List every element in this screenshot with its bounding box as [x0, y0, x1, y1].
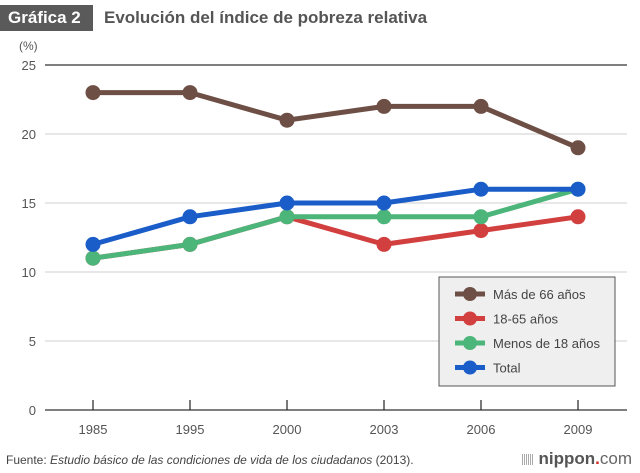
y-axis-ticks: 0 5 10 15 20 25 [22, 58, 36, 418]
series-3 [85, 181, 586, 252]
legend-swatch-marker [463, 287, 477, 301]
legend-label: Total [493, 361, 521, 376]
legend-item: Más de 66 años [455, 287, 586, 302]
y-axis-unit-label: (%) [19, 39, 38, 53]
brand-name: nippon [538, 449, 596, 468]
data-point [473, 98, 489, 114]
data-point [279, 209, 295, 225]
data-point [182, 209, 198, 225]
brand-dot: . [595, 449, 600, 468]
data-point [279, 112, 295, 128]
y-tick-label: 0 [29, 403, 36, 418]
data-point [570, 209, 586, 225]
y-tick-label: 25 [22, 58, 36, 73]
brand-bars-icon [522, 454, 535, 466]
legend-item: 18-65 años [455, 311, 559, 327]
x-tick-label: 2009 [564, 422, 593, 437]
legend-label: 18-65 años [493, 312, 559, 327]
data-point [376, 195, 392, 211]
data-point [376, 98, 392, 114]
brand-tld: com [599, 449, 632, 468]
legend-item: Menos de 18 años [455, 336, 600, 351]
x-tick-label: 2003 [370, 422, 399, 437]
x-tick-label: 2006 [467, 422, 496, 437]
y-tick-label: 20 [22, 127, 36, 142]
chart-title: Evolución del índice de pobreza relativa [104, 8, 428, 27]
source-suffix: (2013). [372, 453, 414, 467]
legend-swatch-marker [463, 311, 477, 326]
legend: Más de 66 años 18-65 años Menos de 18 años… [438, 276, 616, 387]
data-point [473, 209, 489, 225]
series-0 [85, 85, 586, 156]
series-group [85, 85, 586, 266]
series-line [92, 186, 579, 261]
legend-label: Menos de 18 años [493, 336, 600, 351]
source-title: Estudio básico de las condiciones de vid… [50, 453, 373, 467]
data-point [473, 181, 489, 197]
series-line [92, 186, 578, 247]
x-tick-label: 2000 [273, 422, 302, 437]
data-point [279, 195, 295, 211]
chart-number-badge: Gráfica 2 [0, 5, 93, 31]
data-point [85, 250, 101, 266]
data-point [182, 236, 198, 252]
y-tick-label: 10 [22, 265, 36, 280]
data-point [85, 85, 101, 101]
legend-item: Total [455, 360, 521, 376]
brand-logo: nippon.com [522, 449, 632, 469]
x-tick-label: 1995 [176, 422, 205, 437]
data-point [85, 236, 101, 252]
data-point [473, 223, 489, 239]
data-point [570, 140, 586, 156]
data-point [570, 181, 586, 197]
data-point [376, 236, 392, 252]
data-point [182, 85, 198, 101]
source-prefix: Fuente: [6, 453, 51, 467]
data-point [376, 209, 392, 225]
y-tick-label: 5 [29, 334, 36, 349]
x-tick-label: 1985 [79, 422, 108, 437]
series-line [93, 90, 579, 151]
legend-label: Más de 66 años [493, 287, 586, 302]
legend-swatch-marker [463, 360, 477, 375]
legend-swatch-marker [463, 336, 477, 350]
x-axis-ticks: 1985 1995 2000 2003 2006 2009 [79, 400, 593, 437]
source-note: Fuente: Estudio básico de las condicione… [6, 453, 414, 467]
y-tick-label: 15 [22, 196, 36, 211]
